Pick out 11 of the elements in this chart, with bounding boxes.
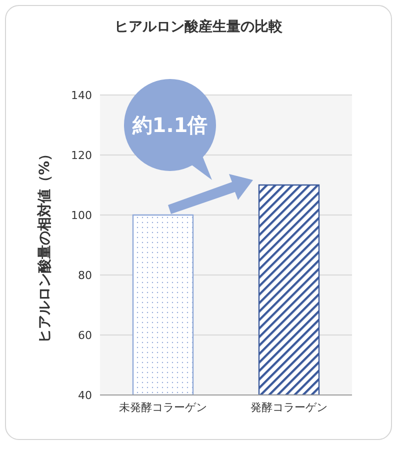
- y-axis-title: ヒアルロン酸量の相対値（%）: [36, 146, 54, 344]
- x-tick-label: 発酵コラーゲン: [250, 400, 328, 414]
- y-tick-label: 60: [78, 328, 92, 342]
- y-tick-label: 100: [71, 208, 92, 222]
- y-tick-label: 140: [71, 88, 92, 102]
- chart-title: ヒアルロン酸産生量の比較: [114, 18, 284, 36]
- annotation: 約1.1倍: [131, 113, 208, 137]
- y-tick-label: 80: [78, 268, 92, 282]
- x-tick-label: 未発酵コラーゲン: [119, 400, 207, 414]
- y-tick-label: 120: [71, 148, 92, 162]
- y-tick-label: 40: [78, 388, 92, 402]
